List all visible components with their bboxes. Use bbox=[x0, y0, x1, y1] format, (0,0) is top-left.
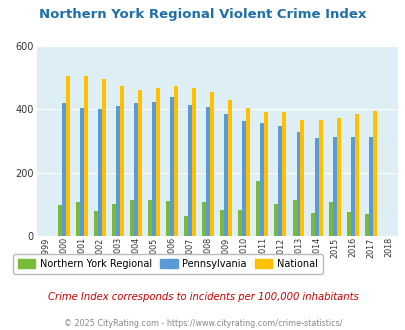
Bar bbox=[256, 181, 260, 236]
Bar bbox=[246, 108, 249, 236]
Bar bbox=[296, 132, 300, 236]
Text: Northern York Regional Violent Crime Index: Northern York Regional Violent Crime Ind… bbox=[39, 8, 366, 21]
Bar bbox=[115, 106, 119, 236]
Bar bbox=[102, 79, 105, 236]
Bar bbox=[310, 213, 314, 236]
Bar bbox=[372, 111, 376, 236]
Bar bbox=[62, 103, 66, 236]
Bar bbox=[134, 103, 138, 236]
Bar bbox=[260, 123, 264, 236]
Bar bbox=[119, 86, 124, 236]
Bar bbox=[58, 205, 62, 236]
Bar bbox=[332, 137, 336, 236]
Bar bbox=[206, 107, 210, 236]
Bar bbox=[138, 89, 141, 236]
Bar bbox=[354, 114, 358, 236]
Bar bbox=[66, 76, 69, 236]
Bar bbox=[368, 137, 372, 236]
Bar bbox=[224, 114, 228, 236]
Bar bbox=[346, 212, 350, 236]
Bar bbox=[76, 202, 79, 236]
Bar bbox=[184, 216, 188, 236]
Legend: Northern York Regional, Pennsylvania, National: Northern York Regional, Pennsylvania, Na… bbox=[13, 254, 322, 274]
Bar bbox=[94, 211, 98, 236]
Bar bbox=[79, 108, 83, 236]
Text: Crime Index corresponds to incidents per 100,000 inhabitants: Crime Index corresponds to incidents per… bbox=[47, 292, 358, 302]
Bar bbox=[166, 201, 170, 236]
Bar bbox=[148, 200, 151, 236]
Bar bbox=[228, 100, 232, 236]
Bar bbox=[83, 76, 87, 236]
Bar bbox=[192, 88, 196, 236]
Bar bbox=[170, 97, 174, 236]
Bar bbox=[314, 138, 318, 236]
Bar bbox=[238, 210, 242, 236]
Bar bbox=[318, 120, 322, 236]
Bar bbox=[282, 112, 286, 236]
Bar bbox=[278, 126, 282, 236]
Bar bbox=[130, 200, 134, 236]
Bar bbox=[151, 102, 156, 236]
Bar bbox=[210, 92, 213, 236]
Bar bbox=[364, 214, 368, 236]
Bar bbox=[350, 137, 354, 236]
Bar bbox=[174, 86, 177, 236]
Bar bbox=[220, 210, 224, 236]
Bar bbox=[300, 119, 304, 236]
Bar bbox=[156, 88, 160, 236]
Bar bbox=[292, 200, 296, 236]
Bar bbox=[328, 202, 332, 236]
Text: © 2025 CityRating.com - https://www.cityrating.com/crime-statistics/: © 2025 CityRating.com - https://www.city… bbox=[64, 319, 341, 328]
Bar bbox=[98, 110, 102, 236]
Bar bbox=[242, 120, 246, 236]
Bar bbox=[112, 204, 115, 236]
Bar bbox=[202, 202, 206, 236]
Bar bbox=[274, 204, 278, 236]
Bar bbox=[188, 105, 192, 236]
Bar bbox=[264, 112, 268, 236]
Bar bbox=[336, 118, 340, 236]
